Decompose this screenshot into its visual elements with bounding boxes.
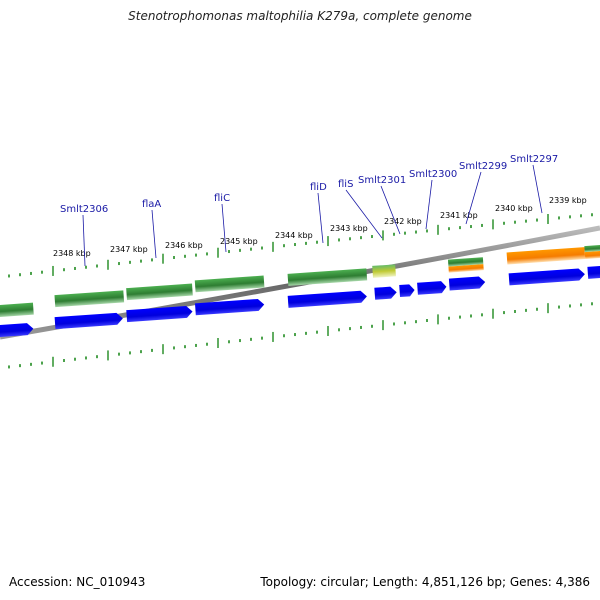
callout-line bbox=[532, 164, 543, 214]
gene-label[interactable]: Smlt2306 bbox=[60, 204, 108, 215]
gene-label[interactable]: fliC bbox=[214, 193, 230, 204]
kbp-tick-labels: 2348 kbp 2347 kbp 2346 kbp 2345 kbp 2344… bbox=[53, 196, 587, 258]
tick-label: 2340 kbp bbox=[495, 204, 533, 213]
callout-line bbox=[425, 179, 433, 230]
inner-tick-row bbox=[8, 302, 593, 369]
callout-line bbox=[345, 189, 383, 239]
callout-line bbox=[465, 171, 482, 225]
tick-label: 2339 kbp bbox=[549, 196, 587, 205]
gene-label[interactable]: Smlt2301 bbox=[358, 175, 406, 186]
gene-feature-green[interactable] bbox=[0, 302, 34, 319]
cds-arrow[interactable] bbox=[126, 305, 193, 323]
gene-feature-green[interactable] bbox=[194, 275, 265, 293]
tick-label: 2346 kbp bbox=[165, 241, 203, 250]
gene-label[interactable]: Smlt2299 bbox=[459, 161, 507, 172]
cds-arrow[interactable] bbox=[374, 286, 397, 300]
accession-text: Accession: NC_010943 bbox=[9, 575, 146, 589]
gene-labels: Smlt2306 flaA fliC fliD fliS Smlt2301 Sm… bbox=[60, 154, 558, 215]
gene-feature-green[interactable] bbox=[584, 243, 600, 253]
gene-label-callouts bbox=[82, 164, 543, 267]
callout-line bbox=[82, 214, 86, 267]
cds-arrow[interactable] bbox=[287, 290, 368, 308]
tick-label: 2348 kbp bbox=[53, 249, 91, 258]
cds-arrow[interactable] bbox=[54, 312, 124, 330]
tick-label: 2344 kbp bbox=[275, 231, 313, 240]
map-title: Stenotrophomonas maltophilia K279a, comp… bbox=[128, 9, 472, 23]
gene-track-features bbox=[0, 243, 600, 319]
tick-label: 2343 kbp bbox=[330, 224, 368, 233]
tick-label: 2345 kbp bbox=[220, 237, 258, 246]
gene-label[interactable]: flaA bbox=[142, 199, 161, 210]
gene-feature-lime[interactable] bbox=[372, 264, 396, 278]
cds-track-arrows bbox=[0, 264, 600, 339]
tick-label: 2342 kbp bbox=[384, 217, 422, 226]
cds-arrow[interactable] bbox=[0, 323, 34, 339]
cds-arrow[interactable] bbox=[587, 264, 600, 279]
callout-line bbox=[317, 192, 324, 244]
cds-arrow[interactable] bbox=[399, 284, 415, 298]
tick-label: 2341 kbp bbox=[440, 211, 478, 220]
gene-feature-green[interactable] bbox=[54, 290, 125, 308]
gene-feature-green[interactable] bbox=[287, 268, 368, 286]
cds-arrow[interactable] bbox=[194, 298, 265, 316]
gene-label[interactable]: fliD bbox=[310, 182, 327, 193]
gene-feature-orange[interactable] bbox=[448, 264, 484, 273]
outer-tick-row bbox=[8, 213, 593, 278]
callout-line bbox=[221, 203, 227, 253]
gene-feature-green[interactable] bbox=[447, 257, 484, 267]
cds-arrow[interactable] bbox=[448, 276, 486, 291]
gene-label[interactable]: Smlt2300 bbox=[409, 169, 457, 180]
cds-arrow[interactable] bbox=[417, 281, 447, 295]
gene-feature-green[interactable] bbox=[126, 283, 193, 301]
gene-label[interactable]: fliS bbox=[338, 179, 353, 190]
callout-line bbox=[151, 209, 157, 259]
genome-summary-text: Topology: circular; Length: 4,851,126 bp… bbox=[260, 575, 590, 589]
tick-label: 2347 kbp bbox=[110, 245, 148, 254]
cds-arrow[interactable] bbox=[508, 268, 586, 286]
callout-line bbox=[380, 185, 401, 235]
gene-label[interactable]: Smlt2297 bbox=[510, 154, 558, 165]
gene-feature-orange[interactable] bbox=[506, 247, 586, 265]
